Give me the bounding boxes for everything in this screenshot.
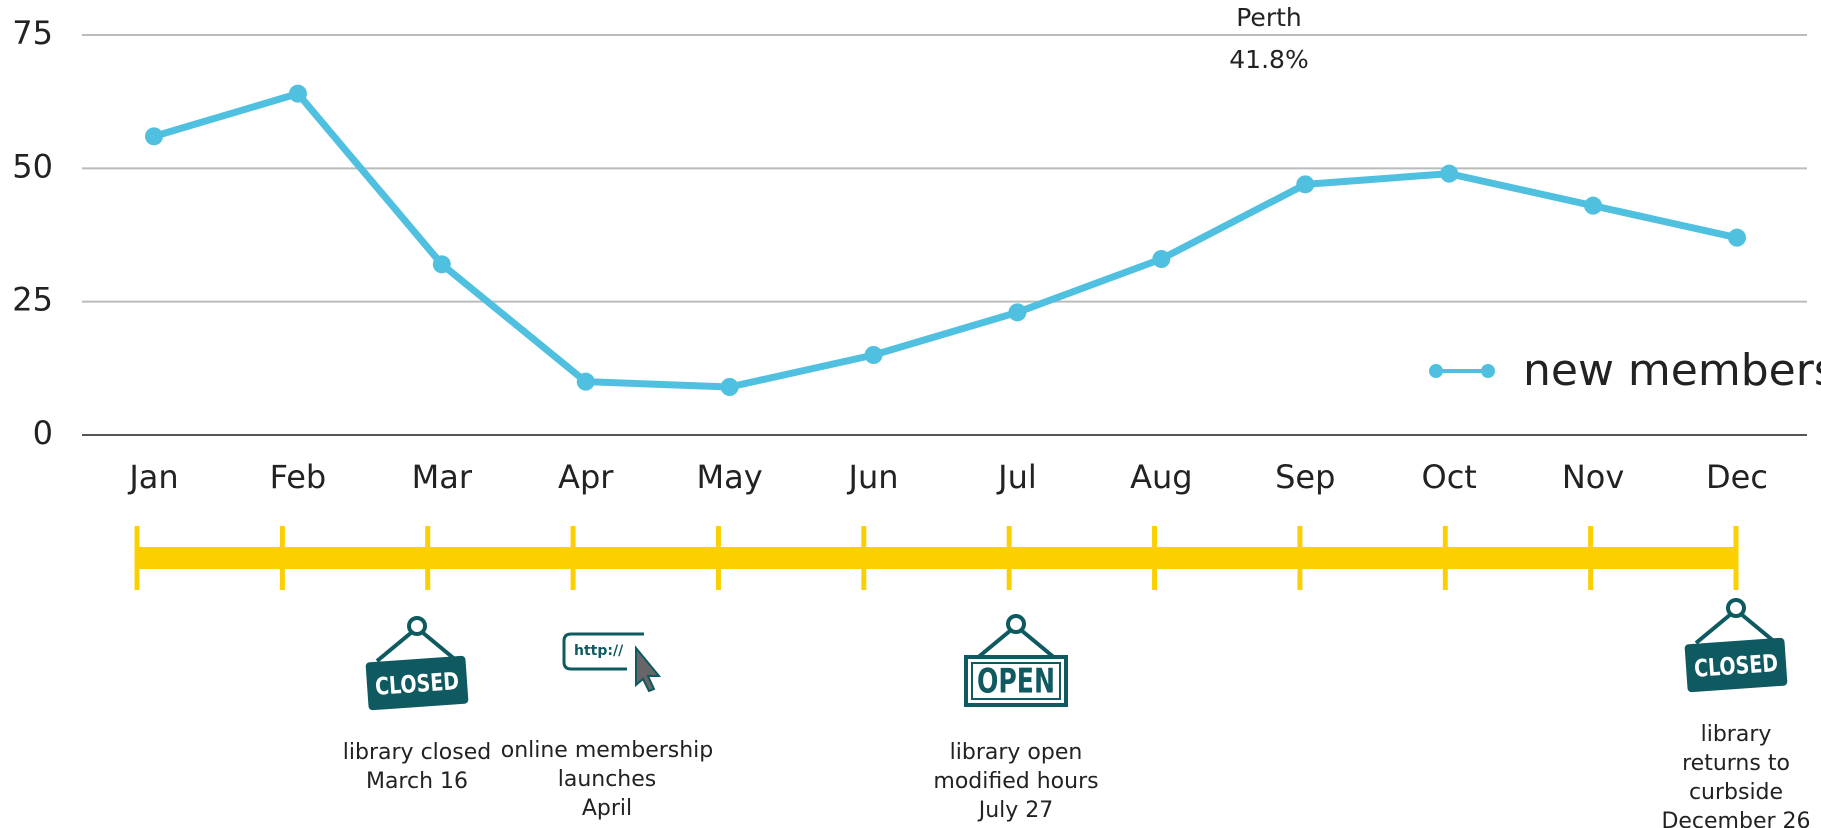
x-tick-label: Jan bbox=[127, 458, 178, 496]
event-label: July 27 bbox=[977, 798, 1054, 823]
y-tick-label: 0 bbox=[33, 414, 53, 452]
x-tick-label: Feb bbox=[270, 458, 327, 496]
x-tick-label: Oct bbox=[1422, 458, 1477, 496]
event-label: launches bbox=[558, 767, 657, 792]
event-label: modified hours bbox=[933, 769, 1098, 794]
x-tick-label: Aug bbox=[1130, 458, 1192, 496]
sign-text: OPEN bbox=[977, 662, 1055, 702]
y-tick-label: 50 bbox=[12, 147, 53, 185]
event-label: online membership bbox=[501, 738, 714, 763]
data-point bbox=[432, 255, 451, 274]
y-tick-label: 75 bbox=[12, 14, 53, 52]
series-line bbox=[153, 90, 1738, 391]
event-label: April bbox=[582, 796, 632, 821]
sign-hook bbox=[1006, 614, 1026, 634]
browser-box bbox=[562, 632, 644, 671]
event-label: library closed bbox=[343, 740, 491, 765]
y-tick-label: 25 bbox=[12, 281, 53, 319]
sign: CLOSED bbox=[365, 655, 469, 711]
event-label: library open bbox=[950, 740, 1083, 765]
sign: CLOSED bbox=[1684, 637, 1788, 693]
event-label: March 16 bbox=[366, 769, 468, 794]
x-tick-label: Dec bbox=[1706, 458, 1768, 496]
browser-text: http:// bbox=[574, 643, 624, 659]
x-tick-label: Mar bbox=[412, 458, 473, 496]
sign-board bbox=[964, 655, 1068, 707]
event-label: returns to bbox=[1682, 751, 1790, 776]
sign-string bbox=[375, 630, 459, 663]
sign-string bbox=[974, 628, 1058, 661]
event-label: December 26 bbox=[1661, 809, 1810, 828]
cursor bbox=[635, 645, 662, 693]
event-icon: http:// bbox=[562, 632, 662, 693]
sign-board bbox=[365, 655, 469, 711]
event-icon: CLOSED bbox=[365, 616, 469, 711]
event-label: library bbox=[1701, 722, 1772, 747]
x-tick-label: Nov bbox=[1562, 458, 1624, 496]
event-icon: CLOSED bbox=[1684, 598, 1788, 693]
x-tick-label: Jun bbox=[847, 458, 899, 496]
sign-hook bbox=[407, 616, 427, 636]
data-point bbox=[1008, 303, 1027, 322]
data-point bbox=[1584, 196, 1603, 215]
event-icon: OPEN bbox=[964, 614, 1068, 707]
annotation: Perth bbox=[1236, 3, 1302, 32]
legend-marker bbox=[1429, 364, 1443, 378]
x-tick-label: Apr bbox=[558, 458, 614, 496]
sign-board bbox=[1684, 637, 1788, 693]
data-point bbox=[1440, 164, 1459, 183]
sign-inner bbox=[971, 662, 1061, 700]
data-point bbox=[864, 346, 883, 364]
legend-marker bbox=[1481, 364, 1495, 378]
data-point bbox=[1296, 175, 1315, 194]
data-point bbox=[1152, 250, 1171, 268]
event-label: curbside bbox=[1689, 780, 1783, 805]
x-tick-label: May bbox=[697, 458, 763, 496]
annotation: 41.8% bbox=[1229, 45, 1308, 74]
data-point bbox=[720, 378, 739, 396]
sign-text: CLOSED bbox=[374, 667, 460, 701]
x-tick-label: Sep bbox=[1275, 458, 1335, 496]
sign-text: CLOSED bbox=[1693, 649, 1779, 683]
sign-string bbox=[1694, 612, 1778, 645]
legend-label: new members bbox=[1523, 345, 1821, 396]
data-point bbox=[288, 84, 307, 103]
x-tick-label: Jul bbox=[996, 458, 1037, 496]
data-point bbox=[145, 127, 163, 146]
data-point bbox=[576, 372, 595, 391]
data-point bbox=[1728, 228, 1746, 247]
sign-hook bbox=[1726, 598, 1746, 618]
